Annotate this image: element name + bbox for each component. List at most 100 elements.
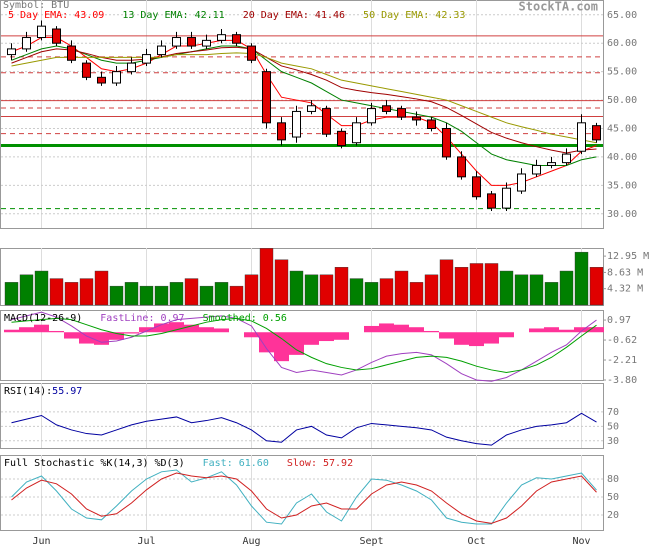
- volume-bar: [469, 263, 484, 306]
- y-tick-label: 4.32 M: [607, 284, 643, 295]
- volume-bar: [409, 282, 424, 306]
- volume-bar: [214, 282, 229, 306]
- panel-frame: [0, 248, 604, 306]
- y-tick-label: 50: [607, 421, 619, 432]
- x-tick-label: Aug: [242, 536, 260, 546]
- y-tick-label: 35.00: [607, 180, 637, 191]
- volume-bar: [514, 274, 529, 306]
- candle-body: [247, 45, 256, 61]
- candle-body: [397, 108, 406, 118]
- candle-body: [82, 62, 91, 78]
- candle-body: [277, 122, 286, 141]
- histogram-bar: [439, 332, 454, 339]
- series-line: [11, 311, 597, 382]
- volume-bar: [319, 274, 334, 306]
- series-line: [11, 472, 597, 524]
- volume-bar: [124, 282, 139, 306]
- histogram-bar: [199, 327, 214, 333]
- panel-frame: [0, 0, 604, 229]
- histogram-bar: [49, 330, 64, 333]
- volume-bar: [499, 270, 514, 306]
- panel-frame: [0, 310, 604, 381]
- candle-body: [592, 125, 601, 141]
- candle-body: [22, 37, 31, 50]
- histogram-bar: [409, 327, 424, 333]
- candle-body: [232, 34, 241, 44]
- y-tick-label: 20: [607, 510, 619, 521]
- histogram-bar: [574, 327, 589, 333]
- y-tick-label: -0.62: [607, 335, 637, 346]
- candle-body: [52, 28, 61, 44]
- volume-bar: [229, 285, 244, 306]
- candle-body: [487, 193, 496, 209]
- candle-body: [142, 54, 151, 64]
- y-tick-label: 45.00: [607, 123, 637, 134]
- y-tick-label: 12.95 M: [607, 251, 649, 262]
- histogram-bar: [184, 324, 199, 333]
- candle-body: [367, 108, 376, 124]
- histogram-bar: [64, 332, 79, 339]
- y-tick-label: 70: [607, 407, 619, 418]
- volume-bar: [4, 282, 19, 306]
- volume-bar: [199, 285, 214, 306]
- candle-body: [412, 116, 421, 121]
- histogram-bar: [544, 327, 559, 333]
- candle-body: [217, 34, 226, 41]
- candle-body: [292, 110, 301, 138]
- histogram-bar: [304, 332, 319, 345]
- histogram-bar: [154, 323, 169, 333]
- candle-body: [37, 25, 46, 39]
- histogram-bar: [289, 332, 304, 355]
- volume-bar: [304, 274, 319, 306]
- legend-entry: FastLine: 0.97: [100, 313, 184, 324]
- panel-title: MACD(12-26-9): [4, 313, 82, 324]
- histogram-bar: [334, 332, 349, 340]
- histogram-bar: [319, 332, 334, 342]
- volume-bar: [259, 248, 274, 306]
- volume-bar: [19, 274, 34, 306]
- y-tick-label: 50: [607, 492, 619, 503]
- candle-body: [7, 48, 16, 56]
- candle-body: [427, 119, 436, 129]
- histogram-bar: [34, 324, 49, 333]
- y-tick-label: 0.97: [607, 315, 631, 326]
- chart-title: Symbol: BTU: [3, 0, 69, 11]
- candle-body: [517, 173, 526, 192]
- volume-bar: [529, 274, 544, 306]
- brand: StockTA.com: [519, 0, 598, 14]
- histogram-bar: [214, 328, 229, 333]
- candle-body: [67, 45, 76, 61]
- candle-body: [502, 187, 511, 209]
- y-tick-label: -2.21: [607, 355, 637, 366]
- series-line: [11, 45, 597, 166]
- y-tick-label: 30.00: [607, 209, 637, 220]
- legend-entry: 20 Day EMA: 41.46: [243, 10, 345, 21]
- candle-body: [172, 37, 181, 47]
- candle-body: [187, 37, 196, 47]
- legend-entry: 5 Day EMA: 43.09: [8, 10, 104, 21]
- legend-entry: 50 Day EMA: 42.33: [363, 10, 465, 21]
- histogram-bar: [484, 332, 499, 344]
- volume-bar: [439, 259, 454, 306]
- histogram-bar: [259, 332, 274, 353]
- y-tick-label: 65.00: [607, 10, 637, 21]
- candle-body: [382, 105, 391, 112]
- y-tick-label: 40.00: [607, 152, 637, 163]
- series-line: [11, 317, 597, 373]
- volume-bar: [244, 274, 259, 306]
- histogram-bar: [379, 323, 394, 333]
- volume-bar: [349, 278, 364, 306]
- x-tick-label: Jul: [137, 536, 155, 546]
- candle-body: [322, 108, 331, 135]
- candle-body: [457, 156, 466, 178]
- y-tick-label: 50.00: [607, 95, 637, 106]
- histogram-bar: [124, 332, 139, 334]
- panel-title: Full Stochastic %K(14,3) %D(3): [4, 458, 185, 469]
- candle-body: [547, 162, 556, 166]
- candle-body: [127, 62, 136, 73]
- series-line: [11, 412, 597, 446]
- candle-body: [442, 127, 451, 158]
- volume-bar: [454, 267, 469, 306]
- histogram-bar: [424, 330, 439, 333]
